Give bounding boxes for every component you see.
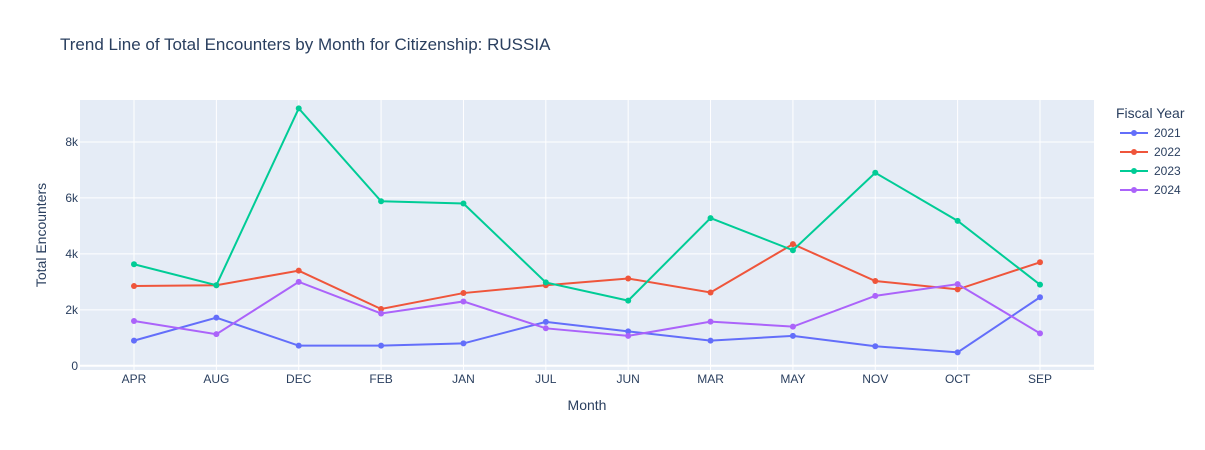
legend-item-2023[interactable]: 2023 (1120, 164, 1181, 178)
gridlines (80, 100, 1094, 370)
y-tick-label: 2k (65, 303, 79, 317)
data-point (295, 342, 302, 349)
data-point (789, 323, 796, 330)
series-2021 (131, 294, 1043, 356)
x-tick-label: SEP (1028, 372, 1052, 386)
x-tick-label: MAY (780, 372, 805, 386)
data-point (378, 342, 385, 349)
chart-title: Trend Line of Total Encounters by Month … (60, 35, 551, 54)
data-point (131, 337, 137, 344)
data-point (789, 241, 796, 248)
x-tick-label: JAN (452, 372, 475, 386)
legend-swatch-marker (1131, 168, 1137, 174)
x-tick-label: NOV (862, 372, 888, 386)
x-tick-label: OCT (945, 372, 971, 386)
y-axis-ticks: 0 2k 4k 6k 8k (65, 135, 79, 373)
data-point (378, 198, 385, 205)
x-tick-label: MAR (697, 372, 724, 386)
series-line (133, 106, 1041, 302)
data-point (1037, 281, 1043, 288)
data-point (213, 314, 220, 321)
legend-label: 2022 (1154, 145, 1181, 159)
data-point (1037, 294, 1043, 301)
data-point (625, 332, 632, 339)
data-point (460, 290, 467, 297)
legend-label: 2024 (1154, 183, 1181, 197)
data-point (872, 278, 879, 285)
data-point (213, 331, 220, 338)
data-point (131, 318, 137, 325)
data-point (460, 200, 467, 207)
data-point (872, 292, 879, 299)
series-line (133, 296, 1041, 354)
data-point (625, 275, 632, 282)
data-point (707, 215, 714, 222)
legend-swatch-marker (1131, 187, 1137, 193)
data-point (954, 349, 961, 356)
x-axis-title: Month (568, 397, 607, 413)
data-point (131, 261, 137, 268)
data-point (872, 169, 879, 176)
legend-item-2021[interactable]: 2021 (1120, 126, 1181, 140)
data-point (789, 247, 796, 254)
legend-swatch-marker (1131, 149, 1137, 155)
data-point (625, 328, 632, 335)
legend-swatch-marker (1131, 130, 1137, 136)
data-point (460, 340, 467, 347)
data-point (295, 105, 302, 112)
y-axis-title: Total Encounters (33, 183, 49, 287)
data-point (295, 267, 302, 274)
series-line (133, 242, 1041, 311)
data-point (707, 289, 714, 296)
data-point (954, 217, 961, 224)
data-point (542, 325, 549, 332)
legend-label: 2023 (1154, 164, 1181, 178)
legend-item-2022[interactable]: 2022 (1120, 145, 1181, 159)
x-tick-label: AUG (203, 372, 229, 386)
data-point (213, 282, 220, 289)
x-tick-label: FEB (369, 372, 392, 386)
plot-area (80, 100, 1094, 370)
series-2024 (131, 278, 1043, 339)
data-point (131, 283, 137, 290)
data-point (872, 343, 879, 350)
data-point (789, 332, 796, 339)
y-tick-label: 4k (65, 247, 79, 261)
x-tick-label: JUL (535, 372, 557, 386)
x-axis-ticks: APR AUG DEC FEB JAN JUL JUN MAR MAY NOV OCT SEP (122, 372, 1052, 386)
series-line (133, 280, 1041, 337)
y-tick-label: 0 (71, 359, 78, 373)
y-tick-label: 8k (65, 135, 79, 149)
data-point (707, 318, 714, 325)
data-point (1037, 259, 1043, 266)
data-point (542, 279, 549, 286)
y-tick-label: 6k (65, 191, 79, 205)
data-point (460, 298, 467, 305)
data-point (295, 278, 302, 285)
data-point (1037, 330, 1043, 337)
data-point (542, 318, 549, 325)
data-point (954, 286, 961, 293)
data-point (625, 297, 632, 304)
legend: Fiscal Year 2021 2022 2023 2024 (1116, 105, 1185, 197)
data-point (378, 306, 385, 313)
data-point (707, 337, 714, 344)
legend-item-2024[interactable]: 2024 (1120, 183, 1181, 197)
x-tick-label: APR (122, 372, 147, 386)
legend-title: Fiscal Year (1116, 105, 1185, 121)
x-tick-label: DEC (286, 372, 312, 386)
series-2023 (131, 105, 1043, 304)
series-group (131, 105, 1043, 356)
data-point (378, 310, 385, 317)
legend-label: 2021 (1154, 126, 1181, 140)
x-tick-label: JUN (617, 372, 640, 386)
data-point (954, 281, 961, 288)
